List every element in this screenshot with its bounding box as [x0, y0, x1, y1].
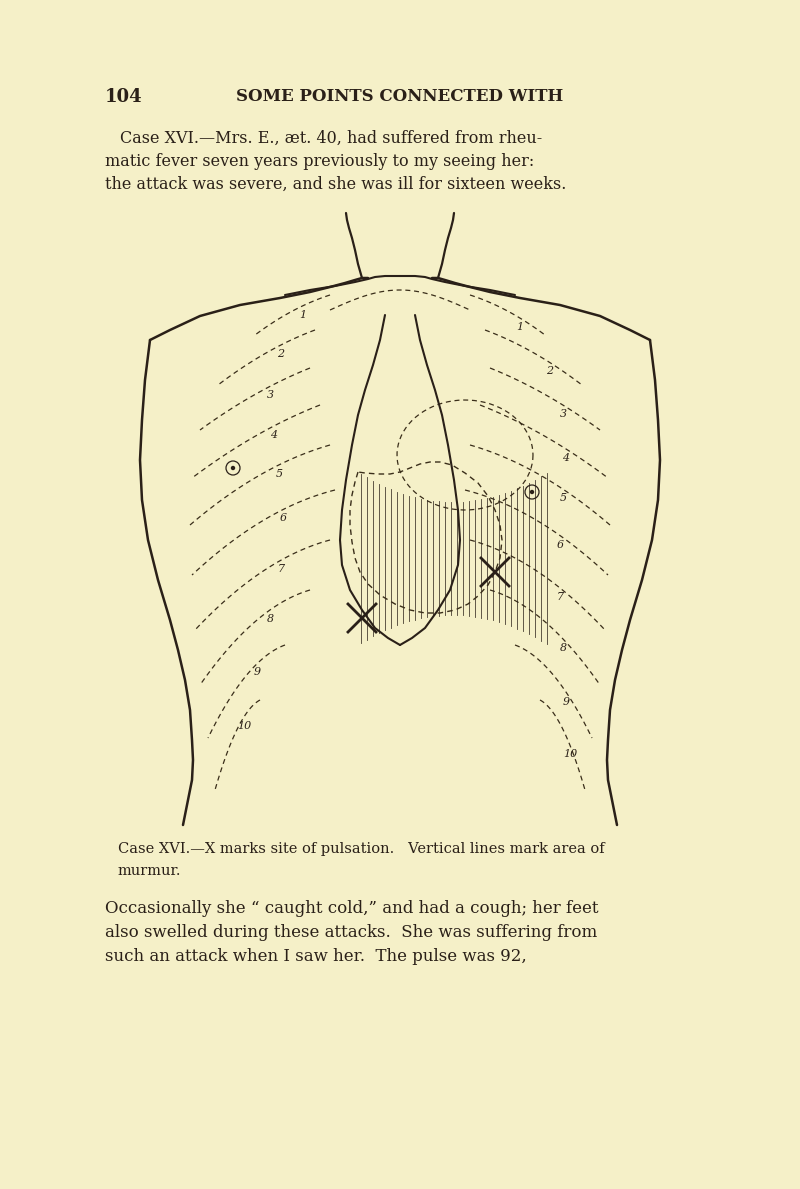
Text: 3: 3: [267, 390, 274, 401]
Text: 2: 2: [277, 350, 284, 359]
Text: 5: 5: [560, 493, 567, 503]
Text: 1: 1: [299, 309, 306, 320]
Text: 104: 104: [105, 88, 142, 106]
Text: 1: 1: [517, 322, 523, 332]
Text: 9: 9: [562, 697, 570, 706]
Text: 7: 7: [557, 592, 563, 602]
Text: matic fever seven years previously to my seeing her:: matic fever seven years previously to my…: [105, 153, 534, 170]
Text: 4: 4: [270, 430, 278, 440]
Text: 2: 2: [546, 366, 554, 377]
Text: 4: 4: [562, 453, 569, 463]
Text: Case XVI.—Mrs. E., æt. 40, had suffered from rheu-: Case XVI.—Mrs. E., æt. 40, had suffered …: [120, 130, 542, 147]
Text: 8: 8: [267, 614, 274, 623]
Text: Case XVI.—X marks site of pulsation.   Vertical lines mark area of: Case XVI.—X marks site of pulsation. Ver…: [118, 842, 605, 856]
Circle shape: [530, 491, 534, 493]
Text: such an attack when I saw her.  The pulse was 92,: such an attack when I saw her. The pulse…: [105, 948, 526, 965]
Circle shape: [231, 466, 234, 470]
Text: 10: 10: [563, 749, 577, 760]
Text: 9: 9: [254, 667, 261, 678]
Text: Occasionally she “ caught cold,” and had a cough; her feet: Occasionally she “ caught cold,” and had…: [105, 900, 598, 917]
Text: 5: 5: [276, 468, 283, 478]
Text: 6: 6: [280, 514, 287, 523]
Text: 7: 7: [278, 564, 285, 574]
Text: 6: 6: [557, 540, 564, 549]
Text: 10: 10: [237, 721, 251, 731]
Text: SOME POINTS CONNECTED WITH: SOME POINTS CONNECTED WITH: [236, 88, 564, 105]
Text: 3: 3: [560, 409, 567, 420]
Text: the attack was severe, and she was ill for sixteen weeks.: the attack was severe, and she was ill f…: [105, 176, 566, 193]
Text: murmur.: murmur.: [118, 864, 182, 877]
Text: also swelled during these attacks.  She was suffering from: also swelled during these attacks. She w…: [105, 924, 598, 940]
Text: 8: 8: [560, 643, 567, 653]
